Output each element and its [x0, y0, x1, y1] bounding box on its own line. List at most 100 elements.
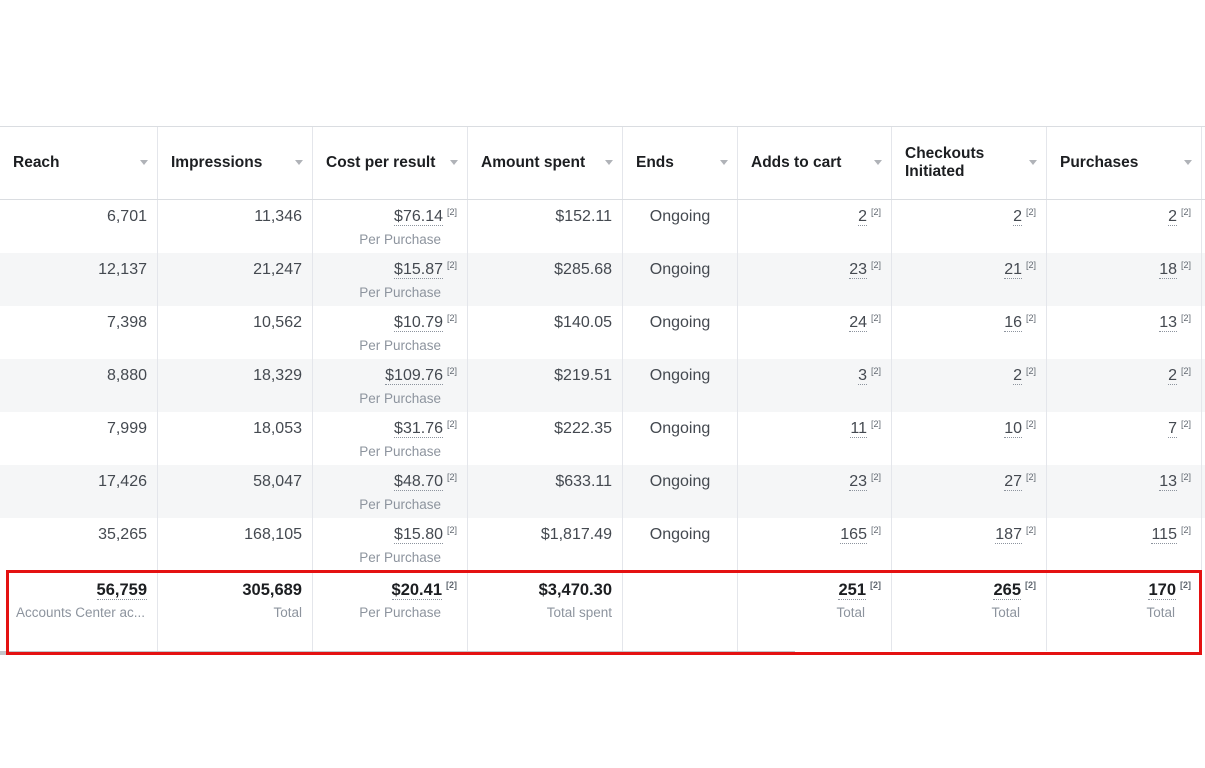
- purchases-value[interactable]: 2 [2]: [1168, 207, 1191, 226]
- footnote-marker: [2]: [870, 472, 881, 482]
- checkouts-value[interactable]: 10 [2]: [1004, 419, 1036, 438]
- total-adds-subtitle: Total: [836, 605, 865, 620]
- impressions-value: 168,105: [244, 526, 302, 543]
- adds-value[interactable]: 23 [2]: [849, 472, 881, 491]
- total-adds-value[interactable]: 251 [2]: [838, 580, 881, 600]
- total-checkouts-subtitle: Total: [991, 605, 1020, 620]
- spent-value: $1,817.49: [540, 526, 612, 543]
- column-header-label: Amount spent: [481, 154, 586, 171]
- sort-arrow-icon[interactable]: [720, 160, 728, 165]
- footnote-marker: [2]: [1025, 260, 1036, 270]
- footnote-marker: [2]: [1180, 419, 1191, 429]
- footnote-marker: [2]: [1025, 366, 1036, 376]
- adds-value[interactable]: 2 [2]: [858, 207, 881, 226]
- footnote-marker: [2]: [446, 260, 457, 270]
- checkouts-value[interactable]: 21 [2]: [1004, 260, 1036, 279]
- checkouts-cell: 27 [2]: [892, 465, 1047, 518]
- checkouts-value[interactable]: 16 [2]: [1004, 313, 1036, 332]
- purchases-value[interactable]: 13 [2]: [1159, 472, 1191, 491]
- sort-arrow-icon[interactable]: [874, 160, 882, 165]
- ends-value: Ongoing: [649, 420, 711, 437]
- cost-cell: $76.14 [2] Per Purchase: [313, 200, 468, 253]
- column-header-checkouts-initiated[interactable]: Checkouts Initiated: [892, 127, 1047, 199]
- impressions-value: 18,053: [253, 420, 302, 437]
- total-cost-value[interactable]: $20.41 [2]: [391, 580, 457, 600]
- ends-cell: Ongoing: [623, 359, 738, 412]
- footnote-marker: [2]: [1180, 525, 1191, 535]
- cost-value[interactable]: $31.76 [2]: [394, 419, 457, 438]
- column-header-adds-to-cart[interactable]: Adds to cart: [738, 127, 892, 199]
- footnote-marker: [2]: [870, 525, 881, 535]
- footnote-marker: [2]: [1025, 525, 1036, 535]
- total-ends-cell: [623, 571, 738, 651]
- column-header-impressions[interactable]: Impressions: [158, 127, 313, 199]
- adds-value[interactable]: 165 [2]: [840, 525, 881, 544]
- reach-value: 12,137: [98, 261, 147, 278]
- checkouts-value[interactable]: 187 [2]: [995, 525, 1036, 544]
- column-header-amount-spent[interactable]: Amount spent: [468, 127, 623, 199]
- cost-cell: $10.79 [2] Per Purchase: [313, 306, 468, 359]
- spent-value: $633.11: [555, 473, 612, 490]
- total-checkouts-value[interactable]: 265 [2]: [993, 580, 1036, 600]
- footnote-marker: [2]: [446, 313, 457, 323]
- sort-arrow-icon[interactable]: [1029, 160, 1037, 165]
- total-spent-cell: $3,470.30 Total spent: [468, 571, 623, 651]
- purchases-value[interactable]: 115 [2]: [1151, 525, 1191, 544]
- sort-arrow-icon[interactable]: [1184, 160, 1192, 165]
- adds-value[interactable]: 24 [2]: [849, 313, 881, 332]
- spent-cell: $140.05: [468, 306, 623, 359]
- table-header: Reach Impressions Cost per result Amount…: [0, 126, 1205, 200]
- spent-cell: $219.51: [468, 359, 623, 412]
- reach-cell: 12,137: [0, 253, 158, 306]
- checkouts-value[interactable]: 2 [2]: [1013, 207, 1036, 226]
- ends-cell: Ongoing: [623, 200, 738, 253]
- total-impressions-subtitle: Total: [273, 605, 302, 620]
- purchases-value[interactable]: 13 [2]: [1159, 313, 1191, 332]
- spent-cell: $152.11: [468, 200, 623, 253]
- spent-cell: $633.11: [468, 465, 623, 518]
- sort-arrow-icon[interactable]: [450, 160, 458, 165]
- adds-value[interactable]: 3 [2]: [858, 366, 881, 385]
- cost-value[interactable]: $10.79 [2]: [394, 313, 457, 332]
- sort-arrow-icon[interactable]: [605, 160, 613, 165]
- sort-arrow-icon[interactable]: [140, 160, 148, 165]
- column-header-purchases[interactable]: Purchases: [1047, 127, 1202, 199]
- footnote-marker: [2]: [1180, 313, 1191, 323]
- cost-value[interactable]: $15.80 [2]: [394, 525, 457, 544]
- ends-cell: Ongoing: [623, 518, 738, 571]
- total-cost-subtitle: Per Purchase: [359, 605, 441, 620]
- footnote-marker: [2]: [446, 472, 457, 482]
- cost-value[interactable]: $48.70 [2]: [394, 472, 457, 491]
- sort-arrow-icon[interactable]: [295, 160, 303, 165]
- column-header-ends[interactable]: Ends: [623, 127, 738, 199]
- horizontal-scrollbar[interactable]: [0, 651, 795, 655]
- adds-value[interactable]: 11 [2]: [850, 419, 881, 438]
- purchases-cell: 2 [2]: [1047, 359, 1202, 412]
- checkouts-cell: 21 [2]: [892, 253, 1047, 306]
- adds-cell: 23 [2]: [738, 253, 892, 306]
- ends-value: Ongoing: [649, 208, 711, 225]
- ends-cell: Ongoing: [623, 253, 738, 306]
- cost-value[interactable]: $109.76 [2]: [385, 366, 457, 385]
- cost-value[interactable]: $76.14 [2]: [394, 207, 457, 226]
- column-header-label: Ends: [636, 154, 674, 171]
- checkouts-value[interactable]: 2 [2]: [1013, 366, 1036, 385]
- total-reach-value[interactable]: 56,759: [96, 581, 147, 600]
- reach-cell: 8,880: [0, 359, 158, 412]
- checkouts-value[interactable]: 27 [2]: [1004, 472, 1036, 491]
- cost-subtitle: Per Purchase: [359, 338, 441, 353]
- purchases-value[interactable]: 18 [2]: [1159, 260, 1191, 279]
- adds-value[interactable]: 23 [2]: [849, 260, 881, 279]
- column-header-cost-per-result[interactable]: Cost per result: [313, 127, 468, 199]
- table-row: 17,426 58,047 $48.70 [2] Per Purchase $633.11…: [0, 465, 1205, 518]
- column-header-reach[interactable]: Reach: [0, 127, 158, 199]
- adds-cell: 2 [2]: [738, 200, 892, 253]
- purchases-value[interactable]: 2 [2]: [1168, 366, 1191, 385]
- cost-value[interactable]: $15.87 [2]: [394, 260, 457, 279]
- footnote-marker: [2]: [870, 207, 881, 217]
- column-header-label: Cost per result: [326, 154, 436, 171]
- purchases-cell: 13 [2]: [1047, 465, 1202, 518]
- total-purchases-value[interactable]: 170 [2]: [1148, 580, 1191, 600]
- purchases-value[interactable]: 7 [2]: [1168, 419, 1191, 438]
- ends-cell: Ongoing: [623, 412, 738, 465]
